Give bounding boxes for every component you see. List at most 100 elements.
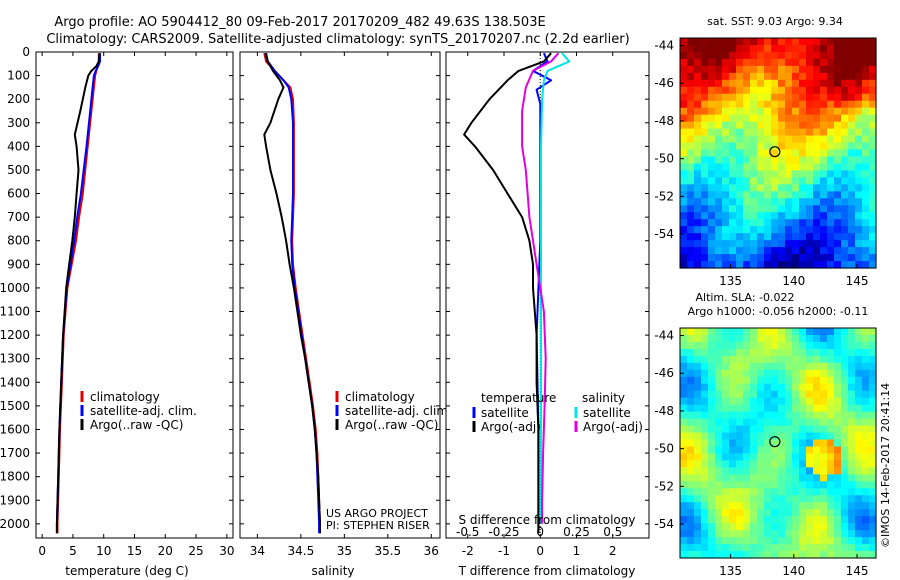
heatmap-cell bbox=[862, 191, 870, 199]
heatmap-cell bbox=[820, 121, 828, 130]
heatmap-cell bbox=[680, 509, 688, 517]
heatmap-cell bbox=[708, 156, 716, 165]
heatmap-cell bbox=[855, 481, 863, 489]
heatmap-cell bbox=[771, 397, 779, 406]
heatmap-cell bbox=[764, 537, 772, 545]
heatmap-cell bbox=[792, 233, 800, 241]
plot-frame bbox=[445, 51, 650, 539]
heatmap-cell bbox=[841, 184, 849, 192]
heatmap-cell bbox=[813, 212, 821, 220]
heatmap-cell bbox=[701, 474, 709, 482]
heatmap-cell bbox=[708, 369, 716, 378]
heatmap-cell bbox=[687, 355, 695, 364]
heatmap-cell bbox=[834, 453, 842, 462]
heatmap-cell bbox=[813, 383, 821, 392]
heatmap-cell bbox=[799, 334, 807, 343]
heatmap-cell bbox=[855, 509, 863, 517]
y-tick-label: 700 bbox=[7, 210, 30, 224]
heatmap-cell bbox=[855, 334, 863, 343]
heatmap-cell bbox=[701, 149, 709, 158]
heatmap-cell bbox=[680, 58, 688, 67]
heatmap-cell bbox=[848, 65, 856, 74]
heatmap-cell bbox=[722, 460, 730, 468]
heatmap-cell bbox=[834, 233, 842, 241]
heatmap-cell bbox=[729, 177, 737, 185]
heatmap-cell bbox=[694, 142, 702, 151]
heatmap-cell bbox=[869, 142, 877, 151]
heatmap-cell bbox=[855, 418, 863, 427]
heatmap-cell bbox=[827, 404, 835, 413]
heatmap-cell bbox=[834, 149, 842, 158]
heatmap-cell bbox=[792, 334, 800, 343]
heatmap-cell bbox=[855, 177, 863, 185]
heatmap-cell bbox=[820, 411, 828, 420]
heatmap-cell bbox=[869, 226, 877, 234]
heatmap-cell bbox=[694, 362, 702, 371]
heatmap-cell bbox=[841, 551, 849, 559]
heatmap-cell bbox=[827, 328, 835, 336]
map-frame bbox=[679, 327, 877, 559]
heatmap-cell bbox=[764, 334, 772, 343]
heatmap-cell bbox=[834, 432, 842, 441]
heatmap-cell bbox=[834, 397, 842, 406]
heatmap-cell bbox=[848, 247, 856, 255]
heatmap-cell bbox=[806, 191, 814, 199]
heatmap-cell bbox=[785, 261, 793, 269]
heatmap-cell bbox=[834, 58, 842, 67]
heatmap-cell bbox=[855, 205, 863, 213]
heatmap-cell bbox=[813, 425, 821, 434]
heatmap-cell bbox=[701, 411, 709, 420]
heatmap-cell bbox=[680, 411, 688, 420]
heatmap-cell bbox=[848, 502, 856, 510]
heatmap-cell bbox=[799, 439, 807, 448]
legend-label: satellite bbox=[481, 406, 529, 420]
heatmap-cell bbox=[771, 86, 779, 95]
heatmap-cell bbox=[806, 328, 814, 336]
heatmap-cell bbox=[764, 348, 772, 357]
heatmap-cell bbox=[701, 114, 709, 123]
heatmap-cell bbox=[869, 446, 877, 455]
heatmap-cell bbox=[855, 254, 863, 262]
heatmap-cell bbox=[722, 184, 730, 192]
heatmap-cell bbox=[708, 114, 716, 123]
heatmap-cell bbox=[848, 537, 856, 545]
heatmap-cell bbox=[694, 474, 702, 482]
heatmap-cell bbox=[729, 453, 737, 462]
heatmap-cell bbox=[834, 128, 842, 137]
heatmap-cell bbox=[736, 502, 744, 510]
heatmap-cell bbox=[813, 411, 821, 420]
heatmap-cell bbox=[834, 205, 842, 213]
heatmap-cell bbox=[764, 439, 772, 448]
heatmap-cell bbox=[855, 107, 863, 116]
heatmap-cell bbox=[771, 114, 779, 123]
heatmap-cell bbox=[827, 453, 835, 462]
heatmap-cell bbox=[862, 460, 870, 468]
heatmap-cell bbox=[841, 446, 849, 455]
heatmap-cell bbox=[764, 198, 772, 206]
y-tick-label: -44 bbox=[654, 329, 674, 343]
heatmap-cell bbox=[855, 121, 863, 130]
heatmap-cell bbox=[813, 467, 821, 475]
heatmap-cell bbox=[729, 205, 737, 213]
heatmap-cell bbox=[757, 523, 765, 531]
heatmap-cell bbox=[834, 376, 842, 385]
heatmap-cell bbox=[806, 404, 814, 413]
heatmap-cell bbox=[799, 404, 807, 413]
heatmap-cell bbox=[820, 184, 828, 192]
heatmap-cell bbox=[778, 184, 786, 192]
heatmap-cell bbox=[701, 439, 709, 448]
heatmap-cell bbox=[799, 254, 807, 262]
heatmap-cell bbox=[792, 390, 800, 399]
heatmap-cell bbox=[834, 418, 842, 427]
heatmap-cell bbox=[764, 341, 772, 350]
heatmap-cell bbox=[792, 219, 800, 227]
x-tick-label: 140 bbox=[782, 564, 805, 578]
heatmap-cell bbox=[841, 51, 849, 60]
heatmap-cell bbox=[680, 114, 688, 123]
heatmap-cell bbox=[820, 551, 828, 559]
heatmap-cell bbox=[757, 38, 765, 46]
heatmap-cell bbox=[869, 205, 877, 213]
heatmap-cell bbox=[701, 100, 709, 109]
heatmap-cell bbox=[750, 453, 758, 462]
heatmap-cell bbox=[708, 488, 716, 496]
